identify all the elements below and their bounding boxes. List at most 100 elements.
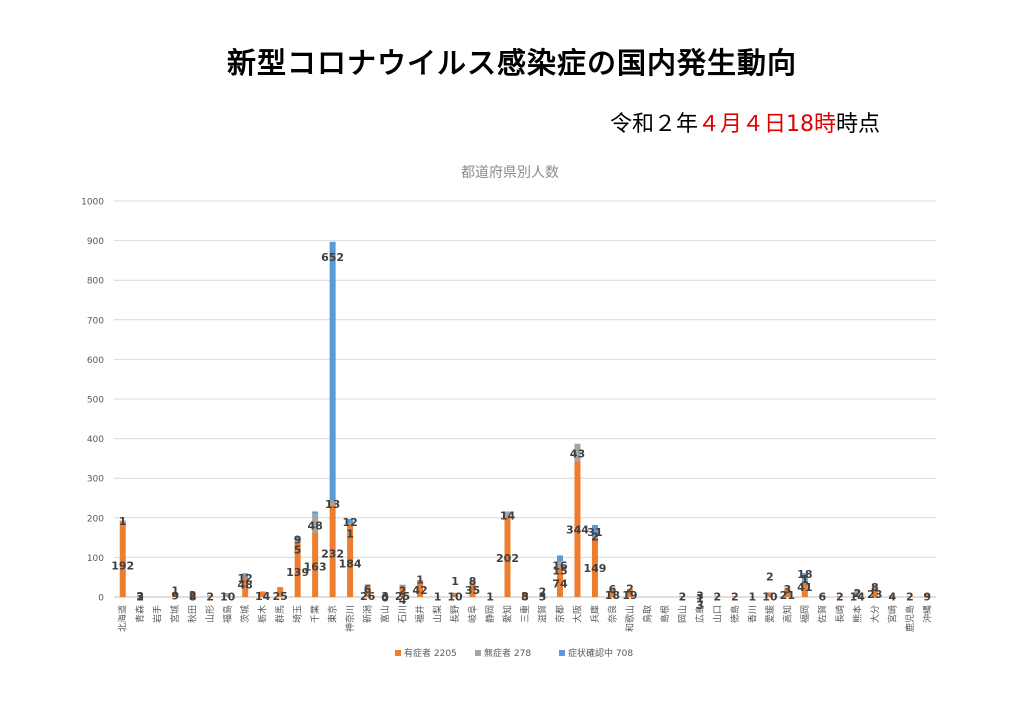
- bar-segment-symptomatic: [784, 588, 791, 597]
- bar-segment-symptomatic: [172, 593, 179, 597]
- x-tick-label: 福島: [222, 605, 234, 623]
- data-label: 2: [731, 591, 739, 604]
- data-label: 3: [784, 583, 792, 596]
- x-tick-label: 長崎: [834, 605, 846, 623]
- bar-segment-symptomatic: [242, 577, 249, 597]
- data-label: 25: [395, 590, 410, 603]
- bar-segment-confirming: [242, 573, 249, 578]
- y-tick-label: 800: [87, 277, 104, 287]
- data-label: 10: [447, 591, 463, 604]
- bar-segment-asymptomatic: [854, 589, 861, 596]
- bar-segment-symptomatic: [417, 580, 424, 597]
- bar-segment-symptomatic: [434, 596, 441, 598]
- x-tick-label: 熊本: [851, 605, 863, 623]
- data-label: 21: [780, 589, 795, 602]
- bar-segment-symptomatic: [731, 596, 738, 597]
- data-label: 1: [346, 528, 354, 541]
- x-tick-label: 愛媛: [764, 605, 776, 623]
- x-tick-label: 秋田: [187, 605, 199, 623]
- bar-segment-confirming: [312, 511, 319, 514]
- page-title: 新型コロナウイルス感染症の国内発生動向: [226, 46, 797, 80]
- bar-segment-symptomatic: [626, 589, 633, 597]
- data-label: 3: [696, 599, 704, 612]
- data-label: 2: [399, 585, 407, 598]
- x-tick-label: 岡山: [677, 605, 688, 623]
- data-label: 2: [679, 591, 687, 604]
- y-tick-label: 200: [87, 514, 104, 524]
- bar-segment-asymptomatic: [591, 537, 598, 538]
- bar-segment-asymptomatic: [504, 511, 511, 518]
- bar-segment-symptomatic: [522, 593, 528, 597]
- bar-segment-asymptomatic: [399, 585, 406, 588]
- bar-segment-symptomatic: [924, 593, 931, 597]
- data-label: 2: [591, 530, 599, 543]
- data-label: 15: [552, 564, 567, 577]
- data-label: 43: [570, 448, 585, 461]
- x-tick-label: 香川: [747, 605, 758, 623]
- data-label: 149: [583, 562, 606, 575]
- x-tick-label: 奈良: [606, 605, 618, 623]
- bar-segment-asymptomatic: [522, 592, 528, 594]
- bar-segment-symptomatic: [469, 583, 476, 597]
- bar-segment-asymptomatic: [207, 595, 214, 597]
- x-tick-label: 大阪: [571, 605, 583, 623]
- data-label: 344: [566, 524, 589, 537]
- timestamp-suffix: 時点: [836, 112, 881, 137]
- legend-swatch: [395, 650, 401, 656]
- bar-segment-symptomatic: [504, 517, 511, 597]
- bar-segment-asymptomatic: [312, 513, 319, 533]
- bar-segment-confirming: [347, 518, 354, 524]
- bar-segment-asymptomatic: [469, 579, 476, 584]
- data-label: 10: [220, 591, 236, 604]
- bar-segment-confirming: [329, 241, 336, 500]
- x-tick-label: 大分: [869, 605, 881, 623]
- bar-segment-asymptomatic: [714, 595, 721, 597]
- x-tick-label: 静岡: [484, 605, 496, 623]
- x-tick-label: 東京: [327, 605, 339, 623]
- bar-segment-asymptomatic: [784, 587, 791, 589]
- bar-segment-confirming: [591, 524, 598, 538]
- bar-segment-asymptomatic: [137, 595, 144, 597]
- data-label: 3: [381, 590, 389, 603]
- data-label: 19: [622, 589, 637, 602]
- bar-segment-asymptomatic: [487, 596, 494, 598]
- data-label: 48: [307, 520, 322, 533]
- x-tick-label: 徳島: [729, 605, 741, 623]
- bars: [119, 241, 931, 598]
- x-tick-label: 広島: [694, 605, 706, 623]
- data-label: 5: [539, 591, 547, 604]
- timestamp: 令和２年４月４日18時時点: [610, 106, 880, 138]
- x-tick-label: 三重: [519, 605, 531, 623]
- bar-segment-asymptomatic: [539, 594, 546, 596]
- x-tick-label: 埼玉: [292, 605, 304, 623]
- data-label: 42: [412, 584, 427, 597]
- y-tick-label: 1000: [81, 198, 104, 208]
- data-label: 9: [171, 589, 179, 602]
- bar-segment-symptomatic: [189, 593, 196, 597]
- x-tick-label: 山梨: [432, 605, 444, 623]
- y-tick-label: 500: [87, 396, 104, 406]
- bar-segment-symptomatic: [679, 596, 686, 597]
- bar-segment-confirming: [294, 536, 301, 540]
- data-label: 2: [766, 570, 774, 583]
- bar-segment-asymptomatic: [556, 561, 563, 568]
- data-label: 48: [238, 578, 253, 591]
- data-label: 1: [749, 591, 757, 604]
- data-label: 1: [416, 574, 424, 587]
- x-axis-ticks: 北海道 青森 岩手 宮城 秋田 山形 福島 茨城 栃木 群馬 埼玉 千葉 東京 神奈川 新潟 富山 石川 福井 山梨…: [117, 605, 934, 632]
- chart-title: 都道府県別人数: [461, 165, 559, 181]
- legend: 有症者 2205 無症者 278 症状確認中 708: [395, 647, 633, 659]
- bar-segment-symptomatic: [259, 591, 266, 597]
- bar-segment-asymptomatic: [819, 594, 826, 597]
- bar-segment-asymptomatic: [836, 595, 843, 597]
- data-label: 23: [867, 588, 882, 601]
- data-label: 2: [836, 591, 844, 604]
- x-tick-label: 青森: [134, 605, 146, 623]
- bar-segment-asymptomatic: [119, 520, 126, 522]
- bar-segment-symptomatic: [889, 595, 896, 597]
- data-label: 14: [850, 591, 866, 604]
- data-label: 10: [762, 591, 778, 604]
- data-label: 1: [696, 592, 704, 605]
- x-tick-label: 宮城: [169, 605, 181, 623]
- x-tick-label: 山形: [204, 605, 216, 623]
